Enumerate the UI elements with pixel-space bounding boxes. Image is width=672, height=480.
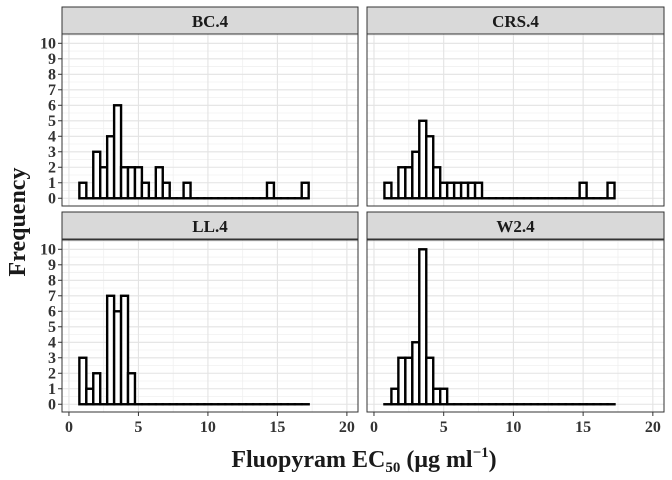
y-tick-label: 5 xyxy=(48,113,56,130)
x-tick-label: 15 xyxy=(269,419,285,436)
panel-border xyxy=(366,239,665,413)
facet-strip-label: W2.4 xyxy=(496,217,535,236)
x-tick-label: 10 xyxy=(505,419,521,436)
y-tick-label: 6 xyxy=(48,303,56,320)
histogram-bar xyxy=(92,372,102,406)
histogram-bar xyxy=(119,294,130,406)
x-axis-title: Fluopyram EC50 (μg ml−1) xyxy=(231,445,496,476)
y-tick-label: 0 xyxy=(48,396,56,413)
histogram-bar xyxy=(112,104,123,200)
x-axis-title-unit: (μg ml xyxy=(400,447,473,473)
y-tick-label: 2 xyxy=(48,365,56,382)
facet-strip xyxy=(366,6,665,35)
x-axis-title-unit-close: ) xyxy=(489,447,497,473)
histogram-bar xyxy=(78,356,88,406)
histogram-bar xyxy=(161,181,171,200)
panel-border xyxy=(61,33,359,207)
facet-bc-4: BC.4 xyxy=(61,6,359,207)
y-tick-label: 7 xyxy=(48,288,56,305)
facet-panels: BC.4 CRS.4 LL.4 W2.4 xyxy=(61,6,665,413)
histogram-bar xyxy=(383,181,393,200)
x-axis-title-superscript: −1 xyxy=(473,445,489,461)
y-tick-label: 10 xyxy=(40,35,56,52)
facet-crs-4: CRS.4 xyxy=(366,6,665,207)
y-tick-label: 9 xyxy=(48,257,56,274)
histogram-bar xyxy=(78,181,88,200)
y-tick-label: 3 xyxy=(48,350,56,367)
facet-strip xyxy=(61,211,359,240)
y-tick-label: 8 xyxy=(48,66,56,83)
panel-border xyxy=(366,33,665,207)
y-tick-label: 7 xyxy=(48,82,56,99)
x-axis-title-main: Fluopyram EC xyxy=(231,447,385,473)
y-tick-label: 1 xyxy=(48,175,56,192)
facet-strip xyxy=(366,211,665,240)
panel-border xyxy=(61,239,359,413)
histogram-bar xyxy=(439,387,449,406)
histogram-bar xyxy=(126,372,137,406)
x-tick-label: 0 xyxy=(370,419,378,436)
y-tick-label: 10 xyxy=(40,241,56,258)
histogram-bar xyxy=(578,181,588,200)
y-tick-label: 4 xyxy=(48,128,56,145)
x-tick-label: 20 xyxy=(339,419,355,436)
x-tick-label: 10 xyxy=(200,419,216,436)
x-tick-label: 20 xyxy=(645,419,661,436)
histogram-bar xyxy=(425,356,435,406)
x-tick-label: 5 xyxy=(440,419,448,436)
facet-strip-label: LL.4 xyxy=(192,217,228,236)
histogram-bar xyxy=(300,181,310,200)
y-tick-label: 3 xyxy=(48,144,56,161)
x-tick-label: 0 xyxy=(65,419,73,436)
facet-ll-4: LL.4 xyxy=(61,211,359,413)
y-tick-label: 6 xyxy=(48,97,56,114)
histogram-bar xyxy=(418,248,428,406)
y-tick-label: 5 xyxy=(48,319,56,336)
y-tick-label: 2 xyxy=(48,159,56,176)
y-tick-label: 8 xyxy=(48,272,56,289)
histogram-bar xyxy=(265,181,276,200)
facet-strip-label: BC.4 xyxy=(192,12,229,31)
y-tick-label: 4 xyxy=(48,334,56,351)
x-tick-label: 5 xyxy=(134,419,142,436)
x-axis-title-subscript: 50 xyxy=(385,460,400,476)
x-tick-label: 15 xyxy=(575,419,591,436)
histogram-bar xyxy=(182,181,192,200)
y-tick-label: 9 xyxy=(48,51,56,68)
facet-w2-4: W2.4 xyxy=(366,211,665,413)
y-tick-label: 0 xyxy=(48,190,56,207)
y-tick-label: 1 xyxy=(48,381,56,398)
histogram-bar xyxy=(473,181,484,200)
histogram-bar xyxy=(140,181,151,200)
y-axis-title: Frequency xyxy=(5,168,31,277)
facet-strip-label: CRS.4 xyxy=(492,12,539,31)
histogram-bar xyxy=(606,181,616,200)
facet-strip xyxy=(61,6,359,35)
x-axis-ticks: 0 5 10 15 20 0 5 10 15 20 xyxy=(65,412,661,436)
